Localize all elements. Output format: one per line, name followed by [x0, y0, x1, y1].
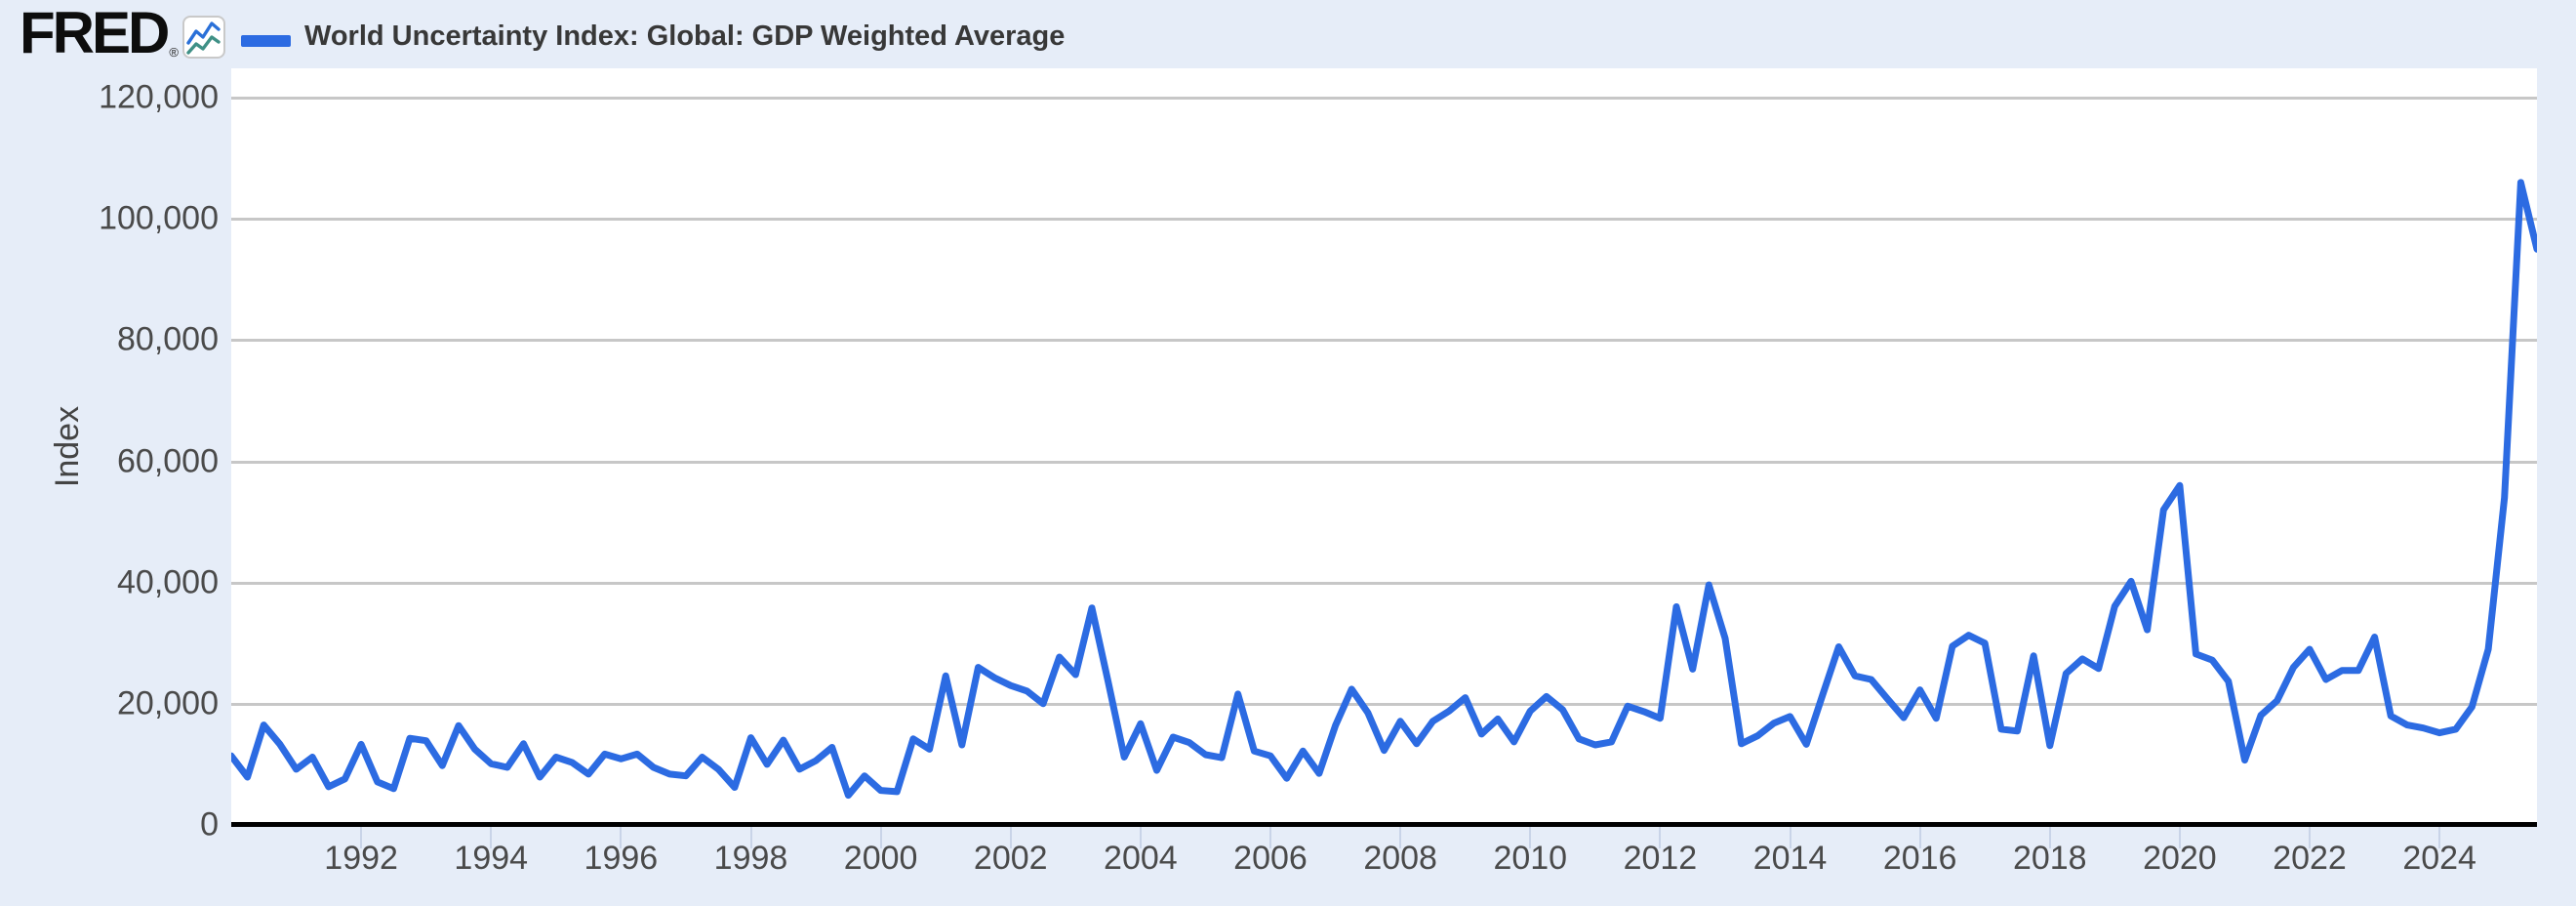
x-axis-tick-mark	[2048, 827, 2051, 848]
plot-area	[231, 68, 2537, 826]
x-axis-tick-label: 2016	[1882, 840, 1957, 877]
x-axis-tick-label: 1992	[324, 840, 398, 877]
gridline	[231, 218, 2537, 222]
data-series-line	[231, 179, 2537, 800]
fred-logo-link[interactable]: FRED ®	[20, 0, 179, 65]
x-axis-tick-label: 1994	[454, 840, 529, 877]
x-axis-tick-label: 2008	[1363, 840, 1437, 877]
registered-trademark-symbol: ®	[169, 45, 179, 60]
x-axis-tick-mark	[2178, 827, 2181, 848]
x-axis-tick-label: 2006	[1233, 840, 1308, 877]
y-axis-tick-label: 40,000	[117, 563, 219, 601]
x-axis-tick-label: 2020	[2143, 840, 2217, 877]
x-axis-tick-mark	[1529, 827, 1532, 848]
x-axis-tick-mark	[2309, 827, 2312, 848]
x-axis-tick-mark	[1399, 827, 1402, 848]
y-axis-tick-label: 20,000	[117, 684, 219, 722]
y-axis-tick-label: 120,000	[99, 78, 219, 116]
x-axis-tick-label: 1996	[584, 840, 659, 877]
y-axis-tick-label: 100,000	[99, 199, 219, 237]
x-axis-line	[231, 822, 2537, 827]
x-axis-tick-mark	[1269, 827, 1271, 848]
x-axis-tick-mark	[620, 827, 623, 848]
x-axis-tick-mark	[1659, 827, 1662, 848]
x-axis-tick-label: 2002	[973, 840, 1048, 877]
x-axis-tick-mark	[360, 827, 363, 848]
x-axis-tick-mark	[879, 827, 882, 848]
x-axis-tick-mark	[2438, 827, 2441, 848]
y-axis-tick-label: 0	[200, 805, 219, 844]
series-legend-swatch	[241, 35, 291, 47]
series-legend-label: World Uncertainty Index: Global: GDP Wei…	[304, 21, 1066, 52]
x-axis-tick-label: 2022	[2273, 840, 2347, 877]
fred-chart-icon	[182, 16, 225, 59]
gridline	[231, 97, 2537, 100]
x-axis-tick-label: 2000	[843, 840, 918, 877]
x-axis-tick-mark	[490, 827, 493, 848]
fred-logo-text: FRED	[20, 0, 170, 65]
x-axis-tick-label: 2004	[1104, 840, 1178, 877]
x-axis-tick-label: 2012	[1623, 840, 1698, 877]
x-axis-tick-label: 2018	[2012, 840, 2087, 877]
x-axis-tick-mark	[1918, 827, 1921, 848]
x-axis-tick-mark	[1009, 827, 1012, 848]
x-axis-tick-mark	[1139, 827, 1142, 848]
x-axis-tick-label: 2024	[2402, 840, 2476, 877]
x-axis-tick-mark	[749, 827, 752, 848]
x-axis-tick-label: 2014	[1752, 840, 1828, 877]
header: FRED ® World Uncertainty Index: Global: …	[0, 0, 2576, 68]
gridline	[231, 339, 2537, 343]
x-axis-tick-label: 2010	[1493, 840, 1568, 877]
gridline	[231, 702, 2537, 706]
gridline	[231, 460, 2537, 464]
x-axis-tick-label: 1998	[713, 840, 788, 877]
y-axis-tick-label: 60,000	[117, 442, 219, 479]
gridline	[231, 581, 2537, 585]
y-axis-tick-label: 80,000	[117, 320, 219, 358]
fred-chart-icon-graphic	[186, 21, 221, 55]
x-axis-tick-mark	[1789, 827, 1791, 848]
